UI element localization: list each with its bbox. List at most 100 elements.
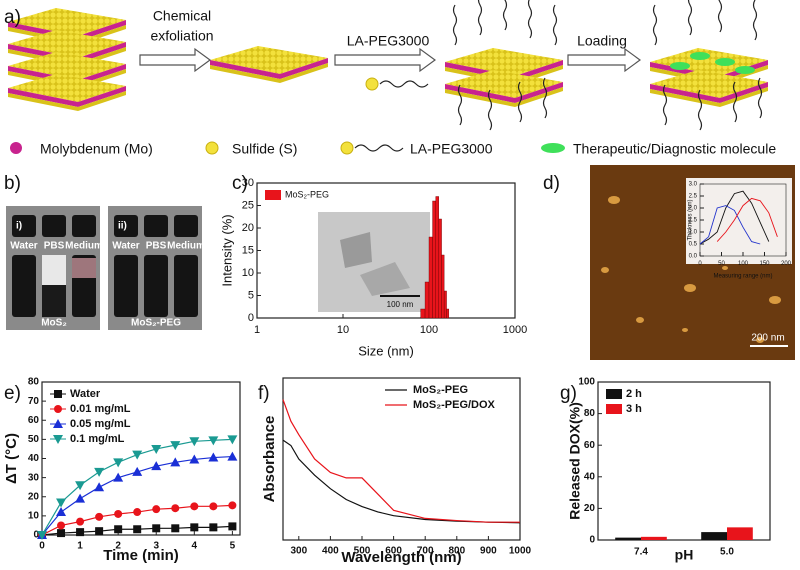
legend-swatch <box>265 190 281 200</box>
marker <box>170 441 181 451</box>
y-tick-label: 0 <box>589 535 595 546</box>
marker <box>132 450 143 460</box>
y-tick-label: 60 <box>584 440 596 451</box>
legend-label: 3 h <box>626 403 642 415</box>
y-axis-label: Intensity (%) <box>219 214 234 286</box>
marker <box>94 482 105 492</box>
marker <box>114 509 123 518</box>
legend-label: Molybdenum (Mo) <box>40 141 153 157</box>
bar <box>441 254 445 319</box>
marker <box>37 531 47 540</box>
x-axis-label: Time (min) <box>103 547 179 564</box>
marker <box>76 517 85 526</box>
plot-frame <box>282 377 521 541</box>
marker <box>171 504 180 513</box>
marker <box>113 472 124 482</box>
y-tick-label: 10 <box>242 267 254 279</box>
series-line <box>699 190 770 245</box>
y-tick-label: 100 <box>578 377 595 388</box>
y-tick-label: 80 <box>28 377 40 388</box>
y-tick-label: 25 <box>242 199 254 211</box>
y-tick-label: 2.0 <box>689 206 698 212</box>
y-tick-label: 40 <box>584 471 596 482</box>
marker <box>228 522 237 531</box>
bar <box>615 537 641 540</box>
y-tick-label: 70 <box>28 396 40 407</box>
legend-label: 0.1 mg/mL <box>70 433 125 445</box>
series-line <box>699 205 761 245</box>
x-axis-label: Measuring range (nm) <box>713 274 772 280</box>
y-tick-label: 80 <box>584 408 596 419</box>
bar <box>420 308 426 319</box>
x-tick-label: 1 <box>77 541 83 552</box>
bar <box>701 532 727 540</box>
bar <box>446 308 450 319</box>
y-tick-label: 30 <box>28 472 40 483</box>
panel-label: c) <box>232 173 248 194</box>
marker <box>151 444 162 454</box>
marker <box>209 502 218 511</box>
afm-image <box>601 196 781 343</box>
y-tick-label: 60 <box>28 415 40 426</box>
x-tick-label: 7.4 <box>634 547 648 558</box>
vial-label: Medium <box>167 241 205 252</box>
legend-label: Water <box>70 388 101 400</box>
y-tick-label: 2.5 <box>689 194 698 200</box>
x-tick-label: 0 <box>698 261 702 267</box>
x-tick-label: 300 <box>290 546 307 557</box>
marker <box>152 505 161 514</box>
y-tick-label: 0.0 <box>689 254 698 260</box>
legend-swatch <box>606 389 622 399</box>
marker <box>209 523 218 532</box>
bar <box>435 196 439 319</box>
x-tick-label: 400 <box>322 546 339 557</box>
y-axis-label: Released DOX(%) <box>567 402 583 519</box>
marker <box>56 507 67 517</box>
x-tick-label: 10 <box>337 324 349 336</box>
legend-label: 0.05 mg/mL <box>70 418 131 430</box>
x-tick-label: 150 <box>759 261 770 267</box>
marker <box>75 481 86 491</box>
series-line <box>716 197 778 242</box>
marker <box>113 458 124 468</box>
marker <box>132 466 143 476</box>
tem-image <box>360 262 410 296</box>
photo <box>6 206 202 330</box>
bar <box>438 218 442 319</box>
bar <box>727 527 753 540</box>
x-tick-label: 3 <box>153 541 159 552</box>
x-tick-label: 100 <box>420 324 438 336</box>
legend-label: Therapeutic/Diagnostic molecule <box>573 141 776 157</box>
x-tick-label: 900 <box>480 546 497 557</box>
x-tick-label: 600 <box>385 546 402 557</box>
panel-label: e) <box>4 383 21 404</box>
marker <box>133 508 142 517</box>
legend-label: MoS₂-PEG <box>413 384 468 396</box>
scale-label: 200 nm <box>751 333 784 344</box>
x-tick-label: 100 <box>738 261 749 267</box>
photo-caption: MoS₂ <box>41 318 67 329</box>
marker <box>190 502 199 511</box>
panel-label: d) <box>543 173 560 194</box>
panel-label: f) <box>258 383 270 404</box>
y-tick-label: 20 <box>584 503 596 514</box>
legend-label: Sulfide (S) <box>232 141 297 157</box>
marker <box>114 525 123 534</box>
y-tick-label: 1.0 <box>689 230 698 236</box>
marker <box>75 493 86 503</box>
tem-image <box>340 232 372 268</box>
bar <box>641 536 667 540</box>
vial-label: Medium <box>65 241 103 252</box>
panel-label: a) <box>4 7 21 28</box>
x-tick-label: 5.0 <box>720 547 734 558</box>
x-tick-label: 50 <box>718 261 725 267</box>
step-label: LA-PEG3000 <box>347 33 430 49</box>
photo-caption: MoS₂-PEG <box>131 318 181 329</box>
x-tick-label: 4 <box>192 541 198 552</box>
y-tick-label: 0 <box>248 312 254 324</box>
y-axis-label: Absorbance <box>261 416 278 503</box>
y-tick-label: 3.0 <box>689 182 698 188</box>
y-axis-label: ΔT (°C) <box>3 433 20 484</box>
y-tick-label: 40 <box>28 453 40 464</box>
step-label: Loading <box>577 33 627 49</box>
